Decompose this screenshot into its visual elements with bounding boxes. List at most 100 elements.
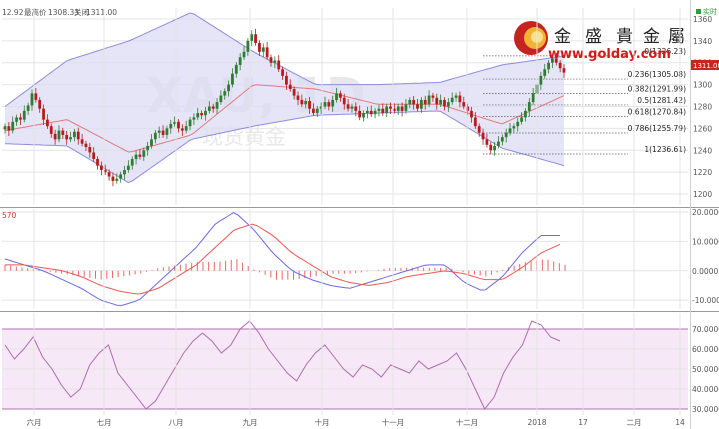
candle-body xyxy=(319,106,323,109)
candle-body xyxy=(99,165,103,170)
candle-body xyxy=(177,121,180,129)
candle-body xyxy=(92,152,96,160)
bollinger-upper-line xyxy=(4,12,565,107)
candle-body xyxy=(419,99,423,109)
candle-body xyxy=(80,139,84,144)
rsi-y-tick-label: 40.0000 xyxy=(692,385,719,394)
candle-body xyxy=(157,130,161,133)
rsi-y-tick-label: 70.0000 xyxy=(692,325,719,334)
candle-body xyxy=(439,99,443,105)
candle-body xyxy=(15,117,18,122)
candle-body xyxy=(153,132,157,140)
candle-body xyxy=(381,108,385,114)
candle-body xyxy=(3,126,7,130)
candle-body xyxy=(473,117,477,127)
realtime-label[interactable]: 实时 xyxy=(703,7,717,16)
candle-body xyxy=(173,121,177,125)
candle-body xyxy=(404,104,408,111)
candle-body xyxy=(385,106,389,114)
candle-body xyxy=(543,69,547,76)
candle-body xyxy=(508,128,512,133)
candle-body xyxy=(84,143,88,147)
candle-body xyxy=(134,154,138,160)
header-close-label: 关闭 xyxy=(74,7,89,17)
candle-body xyxy=(462,102,466,107)
candle-body xyxy=(204,110,207,116)
candle-body xyxy=(138,154,142,157)
macd-y-tick-label: -10.0000 xyxy=(692,296,719,305)
candle-body xyxy=(107,172,111,177)
candle-body xyxy=(246,40,250,52)
rsi-y-tick-label: 60.0000 xyxy=(692,345,719,354)
candle-body xyxy=(389,106,392,109)
candle-body xyxy=(285,75,288,85)
candle-body xyxy=(423,99,427,105)
logo-char-3: 貴 xyxy=(616,27,633,47)
x-tick-label: 十月 xyxy=(315,417,330,427)
candle-body xyxy=(11,121,15,131)
candle-body xyxy=(512,126,516,129)
macd-line xyxy=(4,212,560,307)
candle-body xyxy=(296,95,300,100)
candle-body xyxy=(273,60,277,63)
x-tick-label: 十一月 xyxy=(382,417,405,427)
macd-signal-line xyxy=(5,223,561,295)
candle-body xyxy=(335,93,338,100)
candle-body xyxy=(539,75,543,85)
candle-body xyxy=(497,141,500,146)
candle-body xyxy=(308,101,311,109)
bollinger-band xyxy=(5,13,564,183)
candle-body xyxy=(72,131,76,138)
candle-body xyxy=(88,146,92,153)
header-bar: 12.92 最高价 1308.33 关闭 1311.00 实时 xyxy=(2,7,717,17)
price-y-tick-label: 1220 xyxy=(693,168,712,177)
candle-body xyxy=(489,144,493,151)
macd-y-tick-label: 10.0000 xyxy=(692,237,719,246)
candle-body xyxy=(192,117,196,120)
fib-level-label: 0.382(1291.99) xyxy=(628,84,686,93)
rsi-y-tick-label: 30.0000 xyxy=(692,405,719,414)
candle-body xyxy=(126,165,130,170)
candle-body xyxy=(466,106,470,111)
logo-char-5: 屬 xyxy=(668,27,685,47)
candle-body xyxy=(304,101,308,105)
candle-body xyxy=(354,106,358,111)
candle-body xyxy=(477,126,481,133)
header-high-value: 1308.33 xyxy=(48,8,79,17)
candle-body xyxy=(61,130,65,135)
candle-body xyxy=(377,108,381,111)
candle-body xyxy=(412,99,416,105)
macd-panel xyxy=(4,212,566,307)
price-y-tick-label: 1240 xyxy=(693,146,712,155)
candle-body xyxy=(254,34,257,44)
candle-body xyxy=(76,131,80,140)
candle-body xyxy=(485,139,489,145)
macd-y-tick-label: 0.0000 xyxy=(692,267,718,276)
logo-url[interactable]: www.golday.com xyxy=(548,47,671,62)
x-tick-label: 二月 xyxy=(627,418,642,427)
candle-body xyxy=(180,128,184,131)
candle-body xyxy=(416,104,419,109)
candle-body xyxy=(207,106,211,111)
fib-level-label: 0.5(1281.42) xyxy=(637,96,686,105)
candle-body xyxy=(69,137,72,140)
x-axis: 六月 七月 八月 九月 十月 十一月 十二月 2018 17 二月 14 xyxy=(27,8,685,427)
candle-body xyxy=(215,102,219,109)
candle-body xyxy=(65,134,69,140)
candle-body xyxy=(123,169,126,175)
price-y-tick-label: 1260 xyxy=(693,124,712,133)
candle-body xyxy=(219,95,223,103)
price-y-tick-label: 1200 xyxy=(693,190,712,199)
candle-body xyxy=(339,93,342,98)
candle-body xyxy=(350,106,354,109)
candle-body xyxy=(458,95,462,103)
candle-body xyxy=(342,97,346,105)
candle-body xyxy=(358,110,362,118)
candle-body xyxy=(265,47,269,58)
candle-body xyxy=(362,113,365,118)
price-panel: 0(1326.23) 0.236(1305.08) 0.382(1291.99) 0.… xyxy=(3,12,686,187)
candle-body xyxy=(38,99,42,109)
candle-body xyxy=(547,62,550,70)
candle-body xyxy=(554,58,558,63)
candle-body xyxy=(188,119,192,127)
